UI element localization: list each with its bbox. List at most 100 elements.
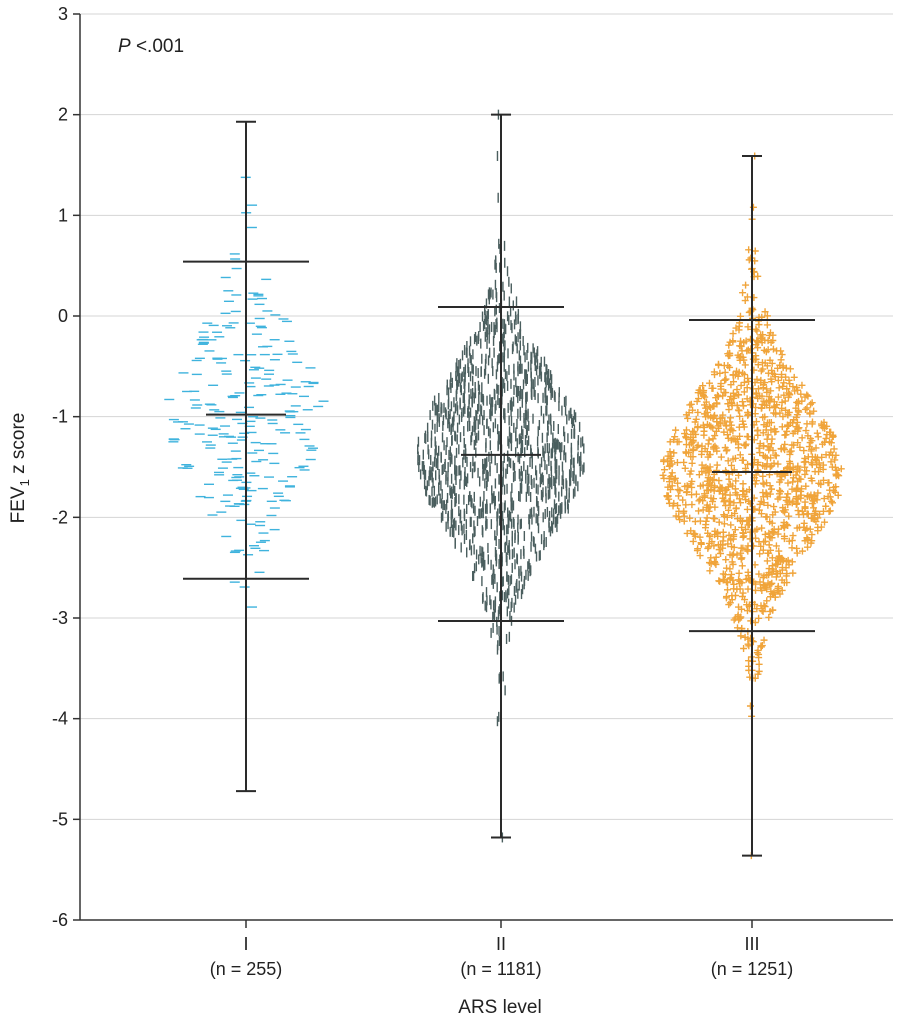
data-point <box>734 372 742 380</box>
data-point <box>665 499 673 507</box>
data-point <box>820 495 828 503</box>
data-point <box>808 500 816 508</box>
data-point <box>722 422 730 430</box>
data-point <box>766 518 774 526</box>
data-point <box>724 350 732 358</box>
data-point <box>758 524 766 532</box>
data-point <box>795 424 803 432</box>
data-point <box>804 543 812 551</box>
data-point <box>673 438 681 446</box>
data-point <box>707 554 715 562</box>
data-point <box>728 400 736 408</box>
data-point <box>696 482 704 490</box>
data-points <box>164 109 845 860</box>
data-point <box>739 398 746 406</box>
data-point <box>680 458 688 466</box>
data-point <box>675 492 683 500</box>
data-point <box>727 536 735 544</box>
data-point <box>806 525 814 533</box>
x-ticks: I (n = 255) II (n = 1181) III (n = 1251) <box>210 920 793 979</box>
data-point <box>747 345 755 353</box>
data-point <box>795 397 803 405</box>
data-point <box>720 361 728 369</box>
data-point <box>784 479 792 487</box>
data-point <box>767 426 775 434</box>
data-point <box>770 459 778 467</box>
data-point <box>703 408 711 416</box>
data-point <box>701 524 709 532</box>
data-point <box>779 556 787 564</box>
data-point <box>830 445 838 453</box>
data-point <box>759 429 767 437</box>
data-point <box>717 453 725 461</box>
data-point <box>669 502 677 510</box>
data-point <box>783 385 791 393</box>
data-point <box>733 386 741 394</box>
data-point <box>702 398 710 406</box>
data-point <box>817 480 825 488</box>
data-point <box>770 528 778 536</box>
data-point <box>757 510 765 518</box>
data-point <box>759 461 767 469</box>
y-tick-label: 1 <box>58 205 68 225</box>
data-point <box>737 549 745 557</box>
data-point <box>735 407 743 415</box>
group-summary-III <box>689 154 815 857</box>
data-point <box>668 469 676 477</box>
data-point <box>673 459 681 467</box>
data-point <box>728 596 736 604</box>
data-point <box>725 531 733 539</box>
data-point <box>789 429 797 437</box>
data-point <box>827 497 835 505</box>
data-point <box>706 450 714 458</box>
data-point <box>756 550 764 558</box>
data-point <box>752 418 760 426</box>
data-point <box>819 476 827 484</box>
data-point <box>761 603 769 611</box>
data-point <box>739 487 747 495</box>
data-point <box>765 446 773 454</box>
data-point <box>821 438 829 446</box>
data-point <box>811 507 819 515</box>
data-point <box>671 433 679 441</box>
data-point <box>717 382 725 390</box>
data-point <box>699 421 707 429</box>
data-point <box>834 491 842 499</box>
data-point <box>722 491 730 499</box>
data-point <box>826 428 834 436</box>
data-point <box>703 420 711 428</box>
data-point <box>780 379 788 387</box>
data-point <box>765 549 773 557</box>
data-point <box>682 433 690 441</box>
data-point <box>789 478 797 486</box>
x-tick-label: I <box>243 934 248 954</box>
data-point <box>801 503 809 511</box>
data-point <box>798 547 806 555</box>
data-point <box>800 447 808 455</box>
data-point <box>807 539 815 547</box>
data-point <box>734 444 742 452</box>
data-point <box>704 412 712 420</box>
data-point <box>760 480 768 488</box>
data-point <box>670 476 678 484</box>
data-point <box>739 402 747 410</box>
data-point <box>737 499 745 507</box>
data-point <box>726 363 734 371</box>
y-axis-title: FEV1 z score <box>8 413 32 524</box>
data-point <box>722 375 730 383</box>
data-point <box>694 408 702 416</box>
data-point <box>789 383 797 391</box>
data-point <box>779 507 787 515</box>
data-point <box>766 482 774 490</box>
data-point <box>729 389 737 397</box>
data-point <box>826 507 834 515</box>
data-point <box>705 559 713 567</box>
data-point <box>779 362 787 370</box>
data-point <box>696 495 704 503</box>
data-point <box>745 657 753 665</box>
data-point <box>743 607 751 615</box>
data-point <box>759 472 767 480</box>
data-point <box>783 579 791 587</box>
data-point <box>744 411 752 419</box>
data-point <box>720 511 728 519</box>
